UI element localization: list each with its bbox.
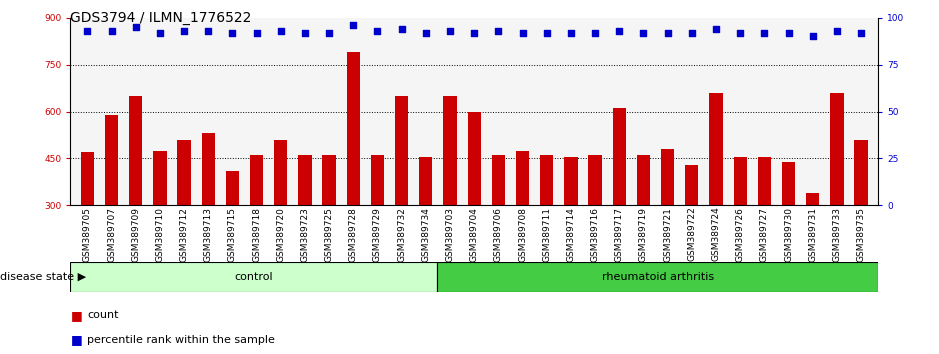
Bar [129, 96, 143, 299]
Bar [105, 115, 118, 299]
Bar [854, 139, 868, 299]
Bar [612, 108, 626, 299]
Point [394, 26, 409, 32]
Bar [733, 157, 747, 299]
Point [708, 26, 723, 32]
Point [201, 28, 216, 34]
Point [129, 24, 144, 30]
Bar [346, 52, 360, 299]
Point [273, 28, 288, 34]
Bar [438, 262, 878, 292]
Text: count: count [87, 310, 119, 320]
Point [588, 30, 603, 35]
Text: ■: ■ [70, 333, 83, 346]
Bar [177, 139, 191, 299]
Point [757, 30, 772, 35]
Point [805, 34, 820, 39]
Bar [274, 139, 287, 299]
Bar [299, 155, 312, 299]
Bar [516, 150, 530, 299]
Point [442, 28, 457, 34]
Bar [81, 152, 94, 299]
Bar [709, 93, 723, 299]
Point [104, 28, 119, 34]
Text: disease state ▶: disease state ▶ [0, 272, 86, 282]
Bar [153, 150, 166, 299]
Point [781, 30, 796, 35]
Bar [443, 96, 456, 299]
Point [539, 30, 554, 35]
Point [346, 22, 361, 28]
Point [515, 30, 530, 35]
Point [611, 28, 626, 34]
Point [467, 30, 482, 35]
Bar [540, 155, 553, 299]
Bar [371, 155, 384, 299]
Bar [564, 157, 577, 299]
Bar [225, 171, 239, 299]
Point [80, 28, 95, 34]
Bar [250, 155, 263, 299]
Bar [685, 165, 699, 299]
Bar [758, 157, 771, 299]
Point [298, 30, 313, 35]
Bar [492, 155, 505, 299]
Bar [322, 155, 336, 299]
Bar [589, 155, 602, 299]
Point [322, 30, 337, 35]
Point [249, 30, 264, 35]
Point [732, 30, 747, 35]
Point [563, 30, 578, 35]
Bar [806, 193, 820, 299]
Point [419, 30, 434, 35]
Text: percentile rank within the sample: percentile rank within the sample [87, 335, 275, 345]
Point [225, 30, 240, 35]
Text: control: control [235, 272, 273, 282]
Point [152, 30, 167, 35]
Bar [468, 112, 481, 299]
Bar [395, 96, 408, 299]
Point [660, 30, 675, 35]
Bar [637, 155, 650, 299]
Text: ■: ■ [70, 309, 83, 321]
Bar [202, 133, 215, 299]
Bar [782, 161, 795, 299]
Point [685, 30, 700, 35]
Bar [661, 149, 674, 299]
Point [177, 28, 192, 34]
Bar [419, 157, 433, 299]
Text: rheumatoid arthritis: rheumatoid arthritis [602, 272, 714, 282]
Point [829, 28, 844, 34]
Bar [830, 93, 843, 299]
Point [636, 30, 651, 35]
Point [491, 28, 506, 34]
Bar [70, 262, 438, 292]
Point [370, 28, 385, 34]
Text: GDS3794 / ILMN_1776522: GDS3794 / ILMN_1776522 [70, 11, 252, 25]
Point [854, 30, 869, 35]
